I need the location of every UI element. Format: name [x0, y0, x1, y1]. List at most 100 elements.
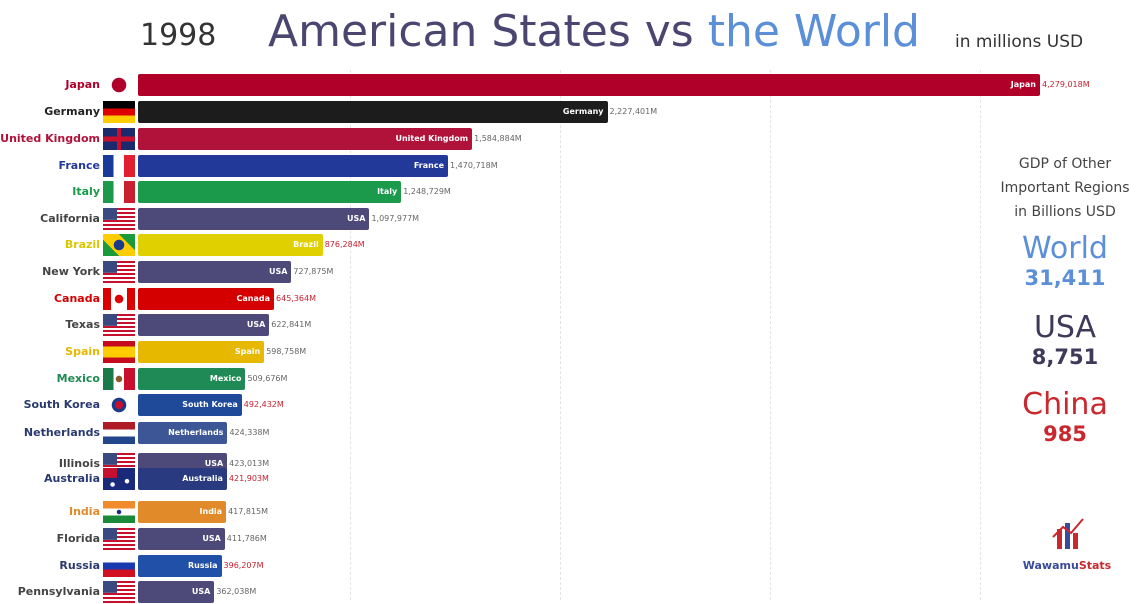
bar-row: Italy Italy 1,248,729M: [0, 180, 1137, 204]
bar-value-label: 417,815M: [228, 507, 269, 516]
bar: Russia: [138, 555, 222, 577]
side-panel-heading: GDP of Other Important Regions in Billio…: [990, 152, 1137, 224]
bar-category-label: India: [69, 505, 100, 518]
bar-category-label: Germany: [44, 105, 100, 118]
bar-row: Canada Canada 645,364M: [0, 287, 1137, 311]
netherlands-flag-icon: [103, 422, 135, 444]
bar-inner-label: Germany: [562, 107, 604, 116]
bar-value-label: 876,284M: [324, 240, 365, 249]
bar-category-label: Texas: [65, 318, 100, 331]
bar: Japan: [138, 74, 1040, 96]
region-china: China 985: [990, 387, 1137, 447]
bar-value-label: 1,584,884M: [474, 134, 522, 143]
logo-chart-icon: [1052, 518, 1084, 549]
heading-line: Important Regions: [1000, 180, 1130, 196]
bar-category-label: France: [58, 159, 100, 172]
region-name: China: [1022, 387, 1108, 422]
bar-category-label: Italy: [72, 185, 100, 198]
usa-flag-icon: [103, 261, 135, 283]
bar-category-label: United Kingdom: [0, 132, 100, 145]
bar-category-label: Illinois: [58, 457, 100, 470]
region-value: 985: [1043, 422, 1087, 446]
bar-row: Germany Germany 2,227,401M: [0, 100, 1137, 124]
region-name: USA: [1033, 310, 1097, 345]
bar-row: Pennsylvania USA 362,038M: [0, 580, 1137, 604]
bar: Spain: [138, 341, 265, 363]
bar-row: South Korea South Korea 492,432M: [0, 393, 1137, 417]
bar-inner-label: USA: [191, 587, 211, 596]
bar-inner-label: Brazil: [293, 240, 319, 249]
title-part-world: the World: [707, 6, 920, 57]
bar-inner-label: Japan: [1010, 80, 1036, 89]
bar: Mexico: [138, 368, 246, 390]
bar-inner-label: Netherlands: [168, 428, 224, 437]
bar-inner-label: India: [199, 507, 223, 516]
bar-inner-label: Australia: [182, 474, 223, 483]
italy-flag-icon: [103, 181, 135, 203]
bar-row: Japan Japan 4,279,018M: [0, 73, 1137, 97]
bar-inner-label: France: [413, 161, 445, 170]
year-label: 1998: [140, 18, 217, 53]
logo-text: Wawamu: [1022, 559, 1079, 572]
germany-flag-icon: [103, 101, 135, 123]
mexico-flag-icon: [103, 368, 135, 390]
usa-flag-icon: [103, 528, 135, 550]
bar: Brazil: [138, 234, 323, 256]
bar-row: California USA 1,097,977M: [0, 207, 1137, 231]
bar-value-label: 509,676M: [247, 374, 288, 383]
japan-flag-icon: [103, 74, 135, 96]
bar: USA: [138, 581, 215, 603]
brazil-flag-icon: [103, 234, 135, 256]
australia-flag-icon: [103, 468, 135, 490]
usa-flag-icon: [103, 314, 135, 336]
region-value: 8,751: [1031, 345, 1099, 369]
heading-line: in Billions USD: [1014, 204, 1116, 220]
spain-flag-icon: [103, 341, 135, 363]
bar-category-label: Pennsylvania: [17, 585, 100, 598]
usa-flag-icon: [103, 208, 135, 230]
logo: WawamuStats: [1022, 515, 1112, 572]
bar-category-label: Canada: [53, 292, 100, 305]
russia-flag-icon: [103, 555, 135, 577]
bar-category-label: Australia: [44, 472, 100, 485]
bar-row: India India 417,815M: [0, 500, 1137, 524]
bar-value-label: 4,279,018M: [1042, 80, 1090, 89]
bar-value-label: 424,338M: [229, 428, 270, 437]
bar-value-label: 396,207M: [223, 561, 264, 570]
bar: Italy: [138, 181, 402, 203]
bar: South Korea: [138, 394, 242, 416]
bar-value-label: 411,786M: [226, 534, 267, 543]
gridline: [770, 70, 771, 600]
uk-flag-icon: [103, 128, 135, 150]
gridline: [560, 70, 561, 600]
bar-inner-label: USA: [346, 214, 366, 223]
bar-inner-label: Spain: [234, 347, 261, 356]
france-flag-icon: [103, 155, 135, 177]
region-world: World 31,411: [990, 231, 1137, 291]
bar-category-label: Mexico: [56, 372, 100, 385]
bar-inner-label: Canada: [236, 294, 271, 303]
unit-label: in millions USD: [955, 32, 1084, 52]
bar: Australia: [138, 468, 227, 490]
heading-line: GDP of Other: [1018, 156, 1112, 172]
bar-category-label: Russia: [59, 559, 100, 572]
canada-flag-icon: [103, 288, 135, 310]
bar-row: Russia Russia 396,207M: [0, 554, 1137, 578]
bar-category-label: South Korea: [23, 398, 100, 411]
bar-row: Netherlands Netherlands 424,338M: [0, 421, 1137, 445]
bar: USA: [138, 208, 370, 230]
bar-category-label: Brazil: [64, 238, 100, 251]
bar-value-label: 421,903M: [228, 474, 269, 483]
gridline: [980, 70, 981, 600]
bar: France: [138, 155, 449, 177]
region-name: World: [1022, 231, 1108, 266]
bar-category-label: Japan: [65, 78, 100, 91]
bar-value-label: 1,470,718M: [450, 161, 498, 170]
bar-inner-label: USA: [246, 320, 266, 329]
bar-value-label: 622,841M: [271, 320, 312, 329]
bar-value-label: 1,248,729M: [403, 187, 451, 196]
bar-category-label: Netherlands: [23, 426, 100, 439]
bar-row: United Kingdom United Kingdom 1,584,884M: [0, 127, 1137, 151]
bar-inner-label: USA: [268, 267, 288, 276]
india-flag-icon: [103, 501, 135, 523]
